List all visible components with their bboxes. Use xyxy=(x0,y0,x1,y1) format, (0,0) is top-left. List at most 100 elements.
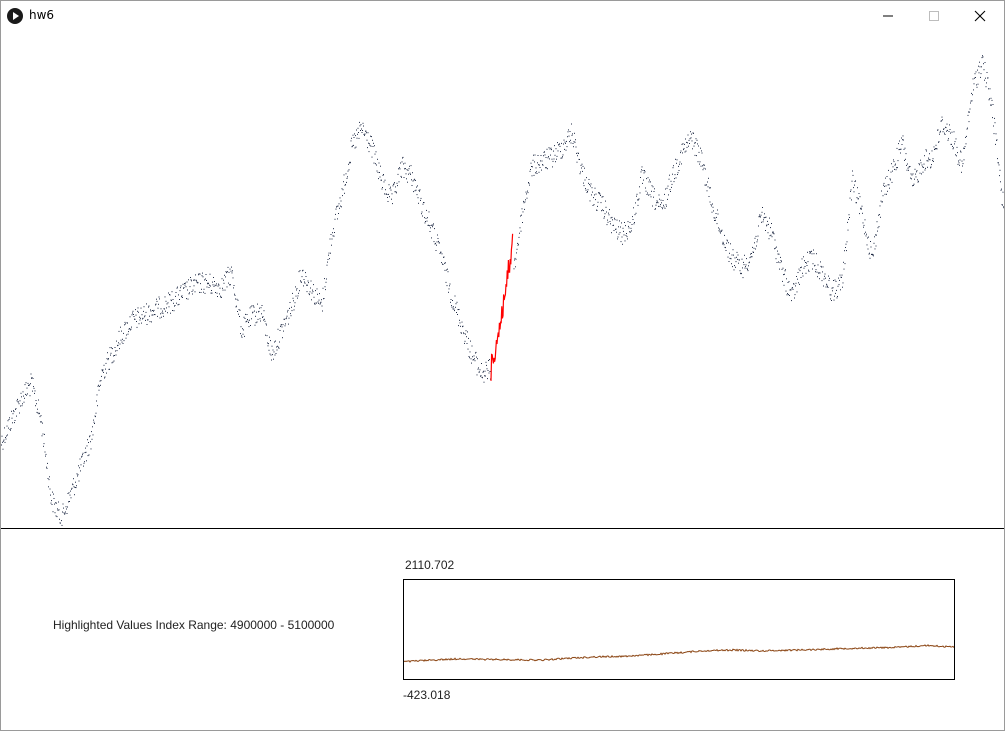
data-point xyxy=(993,133,995,135)
data-point xyxy=(332,232,333,234)
data-point xyxy=(375,163,376,165)
data-point xyxy=(422,203,424,205)
data-point xyxy=(999,175,1000,177)
data-point xyxy=(389,188,391,190)
data-point xyxy=(798,268,800,270)
data-point xyxy=(850,190,851,192)
data-point xyxy=(228,271,230,273)
main-scatter-plot[interactable] xyxy=(1,31,1004,528)
data-point xyxy=(808,269,809,271)
data-point xyxy=(10,428,12,429)
data-point xyxy=(395,191,397,193)
data-point xyxy=(786,278,787,280)
data-point xyxy=(720,232,721,234)
data-point xyxy=(433,223,434,225)
data-point xyxy=(79,467,80,469)
data-point xyxy=(75,487,77,489)
data-point xyxy=(942,131,944,133)
data-point xyxy=(366,139,368,141)
data-point xyxy=(395,186,396,188)
data-point xyxy=(89,436,90,438)
data-point xyxy=(884,193,886,195)
data-point xyxy=(603,217,605,219)
data-point xyxy=(318,302,319,304)
data-point xyxy=(796,291,798,293)
data-point xyxy=(392,185,394,187)
data-point xyxy=(667,185,669,187)
data-point xyxy=(231,272,233,274)
data-point xyxy=(326,264,328,266)
data-point xyxy=(534,161,535,163)
data-point xyxy=(559,145,561,147)
data-point xyxy=(380,165,381,167)
data-point xyxy=(239,316,240,317)
data-point xyxy=(718,230,720,232)
data-point xyxy=(206,286,208,288)
data-point xyxy=(301,281,302,283)
data-point xyxy=(739,270,741,272)
data-point xyxy=(729,252,730,254)
data-point xyxy=(751,256,753,258)
data-point xyxy=(216,283,217,285)
data-point xyxy=(146,324,148,325)
minimize-button[interactable] xyxy=(865,1,911,31)
data-point xyxy=(954,141,956,143)
data-point xyxy=(413,179,415,181)
data-point xyxy=(830,298,831,300)
data-point xyxy=(331,238,333,240)
data-point xyxy=(311,299,312,301)
data-point xyxy=(396,192,397,194)
data-point xyxy=(470,340,471,342)
data-point xyxy=(941,116,943,118)
close-button[interactable] xyxy=(957,1,1003,31)
data-point xyxy=(120,326,121,328)
data-point xyxy=(1000,189,1002,191)
data-point xyxy=(35,400,37,401)
data-point xyxy=(669,189,671,191)
data-point xyxy=(789,295,790,296)
data-point xyxy=(367,132,369,134)
data-point xyxy=(791,287,793,289)
data-point xyxy=(722,241,724,243)
data-point xyxy=(411,179,412,181)
data-point xyxy=(557,150,559,152)
data-point xyxy=(469,357,470,359)
data-point xyxy=(659,205,661,207)
data-point xyxy=(583,185,585,187)
data-point xyxy=(97,405,98,407)
data-point xyxy=(359,125,361,127)
data-point xyxy=(305,272,306,274)
data-point xyxy=(883,184,884,186)
data-point xyxy=(165,300,167,302)
data-point xyxy=(629,231,630,233)
data-point xyxy=(534,154,536,156)
data-point xyxy=(757,235,759,237)
data-point xyxy=(854,184,855,186)
data-point xyxy=(470,358,472,360)
data-point xyxy=(196,281,198,283)
data-point xyxy=(63,507,64,509)
data-point xyxy=(113,355,114,357)
data-point xyxy=(379,176,381,178)
data-point xyxy=(592,205,594,206)
maximize-button[interactable] xyxy=(911,1,957,31)
data-point xyxy=(192,293,193,295)
data-point xyxy=(139,319,141,321)
data-point xyxy=(178,303,180,305)
data-point xyxy=(185,282,186,284)
data-point xyxy=(53,498,55,499)
data-point xyxy=(37,412,39,414)
data-point xyxy=(652,205,653,207)
data-point xyxy=(795,282,797,284)
data-point xyxy=(630,231,631,233)
data-point xyxy=(287,309,289,311)
title-bar[interactable]: hw6 xyxy=(1,1,1004,31)
data-point xyxy=(850,189,852,191)
data-point xyxy=(635,212,637,214)
data-point xyxy=(128,331,129,333)
data-point xyxy=(555,161,556,163)
data-point xyxy=(32,378,34,379)
data-point xyxy=(132,312,133,314)
data-point xyxy=(417,197,419,199)
data-point xyxy=(263,310,265,312)
